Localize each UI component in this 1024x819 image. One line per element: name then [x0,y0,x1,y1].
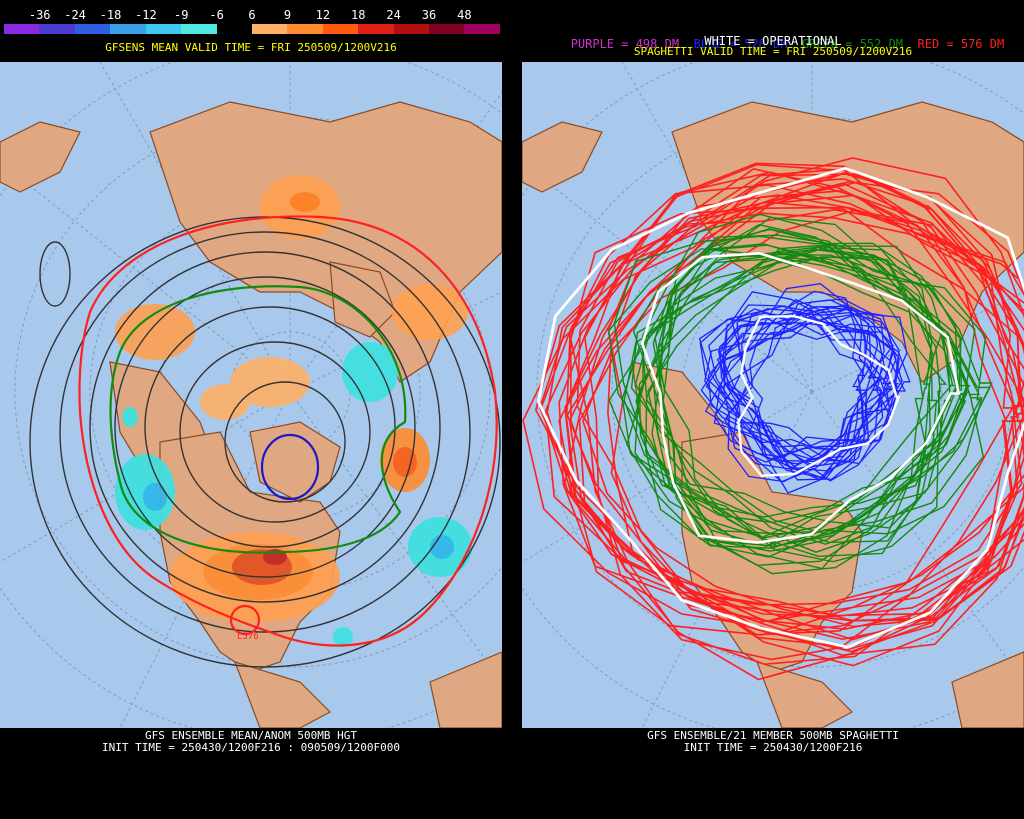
spaghetti-contour [717,312,885,482]
spaghetti-contour [607,201,1024,623]
spaghetti-contour [736,308,911,465]
colorbar-swatch [39,24,75,34]
spaghetti-contour [536,166,1024,649]
colorbar-label: 48 [457,8,472,22]
spaghetti-map [522,62,1024,728]
colorbar-labels: -36 -24 -18 -12 -9 -6 6 9 12 18 24 36 48 [4,8,482,22]
spaghetti-contour [563,168,1024,606]
colorbar-swatch [216,24,252,34]
colorbar-label: -24 [64,8,86,22]
left-footer-line2: INIT TIME = 250430/1200F216 : 090509/120… [101,741,400,754]
ensemble-mean-map: L576 [0,62,502,728]
legend-red: RED = 576 DM [917,37,1005,51]
spaghetti-contour [534,171,1024,651]
spaghetti-contour [724,308,893,461]
spaghetti-contour [719,312,908,481]
colorbar-label: -6 [209,8,224,22]
spaghetti-contour [640,251,961,544]
right-valid-time: SPAGHETTI VALID TIME = FRI 250509/1200V2… [633,45,913,58]
colorbar-label: -18 [99,8,122,22]
right-footer-line2: INIT TIME = 250430/1200F216 [683,741,863,754]
colorbar-label: 18 [350,8,366,22]
map-label: L576 [237,632,259,642]
colorbar-swatch [145,24,182,34]
spaghetti-contour [641,251,987,575]
spaghetti-contour [569,206,1024,681]
panel-divider [502,0,522,819]
spaghetti-contour [564,173,1024,622]
colorbar-swatch [181,24,217,34]
legend-white: WHITE = OPERATIONAL [704,34,842,48]
spaghetti-legend: PURPLE = 498 DM BLUE = 528 DM GREEN = 55… [522,23,1024,65]
spaghetti-contour [607,248,976,567]
spaghetti-contour [699,304,894,481]
colorbar-swatch [393,24,430,34]
ensemble-mean-panel: -36 -24 -18 -12 -9 -6 6 9 12 18 24 36 48 GFSENS MEAN… [0,0,502,819]
height-contours [29,216,501,668]
spaghetti-panel: PURPLE = 498 DM BLUE = 528 DM GREEN = 55… [522,0,1024,819]
colorbar-swatch [4,24,40,34]
spaghetti-contour [540,157,1024,653]
spaghetti-contour [607,194,1024,636]
colorbar-label: 12 [315,8,331,22]
key-contours [78,215,498,647]
left-valid-time: GFSENS MEAN VALID TIME = FRI 250509/1200… [105,41,397,54]
spaghetti-contour [582,209,1020,628]
legend-purple: PURPLE = 498 DM [570,37,680,51]
colorbar-label: 36 [421,8,437,22]
spaghetti-contour [539,172,1017,641]
spaghetti-contours [522,157,1024,681]
colorbar-swatch [429,24,465,34]
colorbar-swatch [464,24,500,34]
negative-anomalies [115,342,472,647]
spaghetti-contour [634,216,985,535]
legend-blue: BLUE = 528 DM [693,37,788,51]
colorbar-label: -12 [135,8,157,22]
spaghetti-contour [718,312,900,480]
spaghetti-contour [708,305,894,479]
spaghetti-contour [731,291,904,470]
colorbar-swatch [74,24,111,34]
colorbar-swatch [322,24,359,34]
colorbar-label: -9 [174,8,189,22]
spaghetti-contour [713,305,884,459]
spaghetti-contour [704,305,870,461]
colorbar-label: 9 [283,8,292,22]
spaghetti-contour [705,308,870,462]
left-footer-line1: GFS ENSEMBLE MEAN/ANOM 500MB HGT [145,729,357,742]
spaghetti-contour [608,246,933,558]
colorbar-swatch [251,24,288,34]
right-footer-line1: GFS ENSEMBLE/21 MEMBER 500MB SPAGHETTI [647,729,899,742]
colorbar-swatch [358,24,394,34]
spaghetti-contour [623,244,951,563]
legend-green: GREEN = 552 DM [801,37,904,51]
spaghetti-contour [737,314,901,477]
spaghetti-contour [645,228,983,549]
colorbar-label: -36 [28,8,51,22]
spaghetti-contour [576,208,1020,636]
colorbar-label: 6 [248,8,256,22]
colorbar-label: 24 [386,8,401,22]
anomaly-colorbar [4,24,500,34]
colorbar-swatch [110,24,146,34]
colorbar-swatch [287,24,323,34]
spaghetti-contour [626,213,992,550]
spaghetti-contour [652,244,971,547]
